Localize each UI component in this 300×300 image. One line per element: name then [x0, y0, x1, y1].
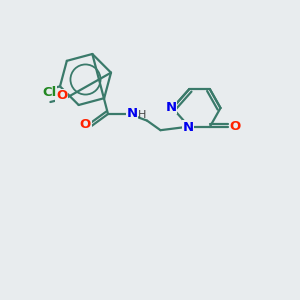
Text: N: N — [165, 100, 177, 114]
Text: Cl: Cl — [42, 85, 57, 99]
Text: O: O — [56, 89, 67, 102]
Text: O: O — [80, 118, 91, 131]
Text: N: N — [126, 106, 138, 120]
Text: N: N — [182, 121, 194, 134]
Text: H: H — [137, 110, 146, 120]
Text: O: O — [230, 119, 241, 133]
